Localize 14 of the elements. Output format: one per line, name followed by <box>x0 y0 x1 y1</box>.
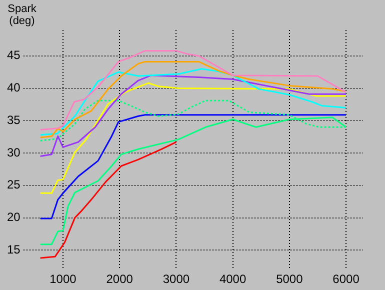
y-axis-title: Spark (deg) <box>8 3 37 27</box>
y-tick-label: 15 <box>6 242 21 256</box>
x-tick-label: 6000 <box>332 272 360 286</box>
y-tick-label: 30 <box>6 145 21 160</box>
y-tick-label: 35 <box>6 112 21 127</box>
y-tick-label: 45 <box>6 48 21 62</box>
x-tick-label: 5000 <box>276 272 304 286</box>
x-tick-label: 1000 <box>50 272 77 286</box>
y-tick-label: 20 <box>6 210 21 224</box>
x-tick-label: 4000 <box>219 272 246 286</box>
x-tick-label: 2000 <box>106 272 134 286</box>
x-tick-label: 3000 <box>162 272 190 286</box>
y-tick-label: 25 <box>6 178 21 192</box>
y-tick-label: 40 <box>6 80 21 95</box>
